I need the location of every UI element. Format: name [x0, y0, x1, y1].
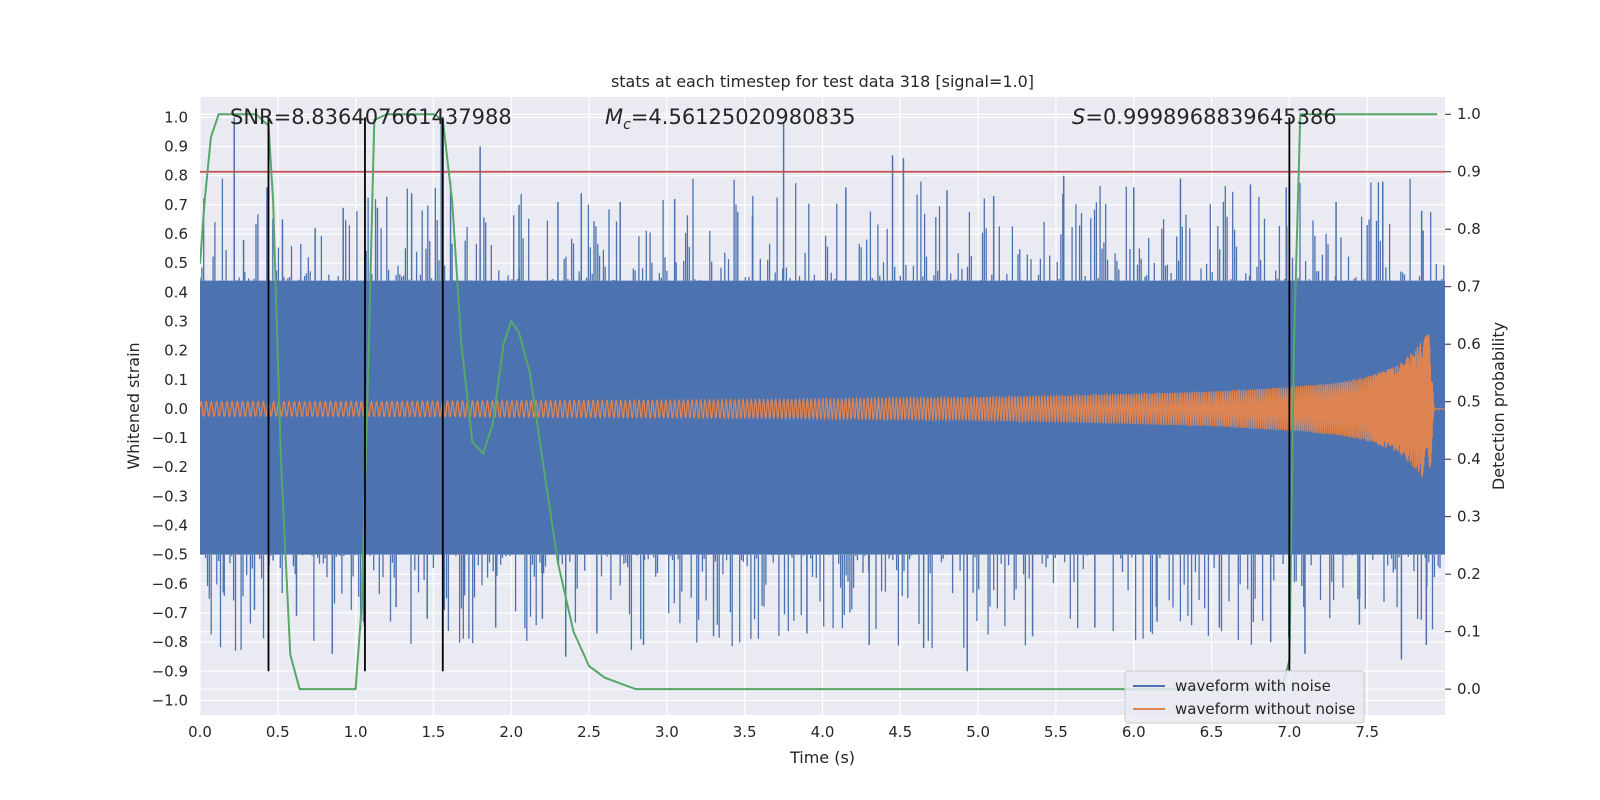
- y2-axis-label: Detection probability: [1489, 322, 1508, 490]
- y-tick-label: 0.0: [164, 400, 188, 418]
- x-axis-label: Time (s): [789, 748, 855, 767]
- y-tick-label: −0.6: [152, 575, 188, 593]
- mc-subscript: c: [623, 117, 631, 133]
- y-tick-label: −0.7: [152, 604, 188, 622]
- y2-tick-label: 0.9: [1457, 163, 1481, 181]
- x-tick-label: 5.0: [966, 723, 990, 741]
- x-tick-label: 6.0: [1122, 723, 1146, 741]
- chirp-mass-annotation: Mc=4.56125020980835: [605, 105, 856, 133]
- x-tick-label: 4.5: [888, 723, 912, 741]
- y-tick-label: 0.7: [164, 196, 188, 214]
- mc-symbol: M: [605, 105, 623, 129]
- y-tick-label: −0.9: [152, 662, 188, 680]
- y-tick-label: −0.5: [152, 546, 188, 564]
- y2-tick-label: 0.6: [1457, 335, 1481, 353]
- y-tick-label: −0.1: [152, 429, 188, 447]
- x-tick-label: 2.0: [499, 723, 523, 741]
- score-annotation: S=0.9998968839645386: [1072, 105, 1337, 129]
- x-tick-label: 0.5: [266, 723, 290, 741]
- snr-annotation: SNR=8.836407661437988: [230, 105, 512, 129]
- s-symbol: S: [1072, 105, 1085, 129]
- y2-tick-label: 0.0: [1457, 680, 1481, 698]
- chart-title: stats at each timestep for test data 318…: [611, 72, 1034, 91]
- y-tick-label: −0.3: [152, 487, 188, 505]
- vertical-markers: [267, 117, 1291, 672]
- mc-value: =4.56125020980835: [631, 105, 856, 129]
- legend: waveform with noise waveform without noi…: [1124, 670, 1365, 724]
- legend-label-clean: waveform without noise: [1175, 700, 1355, 718]
- y2-tick-label: 0.4: [1457, 450, 1481, 468]
- x-tick-label: 7.5: [1355, 723, 1379, 741]
- y-tick-label: 0.5: [164, 254, 188, 272]
- y-tick-label: 0.6: [164, 225, 188, 243]
- x-tick-label: 7.0: [1277, 723, 1301, 741]
- y-tick-label: −0.2: [152, 458, 188, 476]
- y-tick-label: 0.3: [164, 312, 188, 330]
- x-tick-label: 4.0: [811, 723, 835, 741]
- y-tick-label: 0.4: [164, 283, 188, 301]
- y-axis-label: Whitened strain: [124, 342, 143, 469]
- y2-tick-label: 0.3: [1457, 508, 1481, 526]
- y-tick-label: −1.0: [152, 691, 188, 709]
- clean-waveform-line: [200, 334, 1445, 478]
- y-tick-label: 1.0: [164, 108, 188, 126]
- y-tick-label: −0.4: [152, 517, 188, 535]
- y-tick-label: 0.9: [164, 138, 188, 156]
- y2-tick-label: 0.8: [1457, 220, 1481, 238]
- y-tick-label: 0.8: [164, 167, 188, 185]
- s-value: =0.9998968839645386: [1085, 105, 1336, 129]
- y-tick-label: 0.1: [164, 371, 188, 389]
- y-tick-label: 0.2: [164, 342, 188, 360]
- x-tick-label: 6.5: [1200, 723, 1224, 741]
- x-tick-label: 1.0: [344, 723, 368, 741]
- y2-tick-label: 0.2: [1457, 565, 1481, 583]
- x-tick-label: 0.0: [188, 723, 212, 741]
- legend-label-noise: waveform with noise: [1175, 677, 1331, 695]
- x-tick-label: 1.5: [422, 723, 446, 741]
- y2-tick-label: 1.0: [1457, 105, 1481, 123]
- x-tick-label: 5.5: [1044, 723, 1068, 741]
- axes: 0.0 0.5 1.0 1.5 2.0 2.5 3.0 3.5 4.0 4.5 5.0 5.5 6.0 6…: [152, 105, 1481, 741]
- y-tick-label: −0.8: [152, 633, 188, 651]
- legend-box: [1124, 670, 1365, 724]
- x-tick-label: 3.5: [733, 723, 757, 741]
- x-tick-label: 3.0: [655, 723, 679, 741]
- x-tick-label: 2.5: [577, 723, 601, 741]
- y2-tick-label: 0.5: [1457, 393, 1481, 411]
- data-layer: [200, 113, 1445, 691]
- y2-tick-label: 0.1: [1457, 623, 1481, 641]
- y2-tick-label: 0.7: [1457, 278, 1481, 296]
